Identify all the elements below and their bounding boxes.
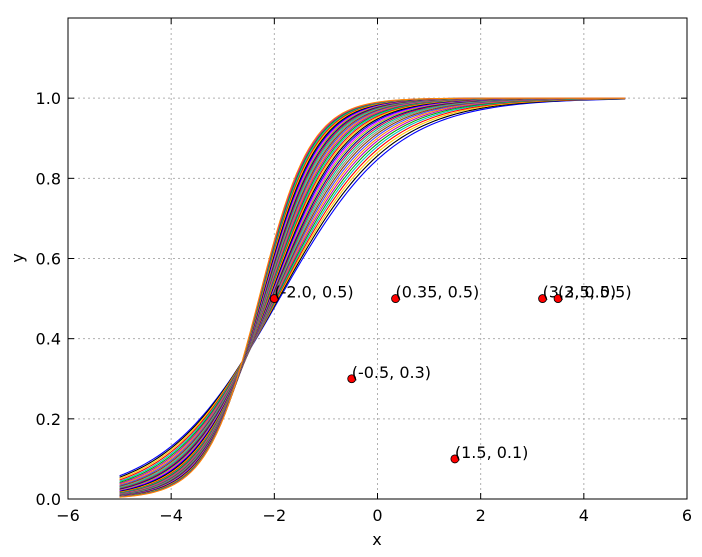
point-label: (1.5, 0.1) [455,443,529,462]
point-label: (-0.5, 0.3) [352,363,431,382]
data-point [391,294,400,303]
data-point [269,294,279,303]
x-tick-label: −4 [159,506,183,525]
y-axis-label: y [8,253,27,262]
x-tick-label: −6 [56,506,80,525]
x-axis-label: x [372,530,381,549]
x-tick-label: 2 [476,506,486,525]
y-tick-label: 0.8 [36,169,61,188]
y-tick-label: 0.2 [36,410,61,429]
data-point [538,294,547,303]
sigmoid-curve [119,97,626,498]
sigmoid-curve [119,98,626,477]
y-tick-label: 0.4 [36,330,61,349]
point-label: (0.35, 0.5) [396,283,480,302]
data-point [450,454,460,464]
annotated-points: (-2.0, 0.5) (0.35, 0.5) (3.2, 0.5)(3.5, 0.… [269,283,632,464]
x-tick-label: −2 [263,506,287,525]
x-tick-label: 6 [682,506,692,525]
data-point [553,294,563,303]
x-tick-label: 4 [579,506,589,525]
data-point [347,374,357,384]
y-tick-label: 0.6 [36,250,61,269]
axes: −6 −4 −2 0 2 4 6 0.0 0.2 0.4 0.6 0.8 1.0 [36,17,692,525]
point-label: (-2.0, 0.5) [274,283,353,302]
point-label: (3.5, 0.5) [558,283,632,302]
y-tick-label: 0.0 [36,490,61,509]
sigmoid-curves [119,97,626,498]
y-tick-label: 1.0 [36,89,61,108]
x-tick-label: 0 [372,506,382,525]
grid [68,18,687,499]
